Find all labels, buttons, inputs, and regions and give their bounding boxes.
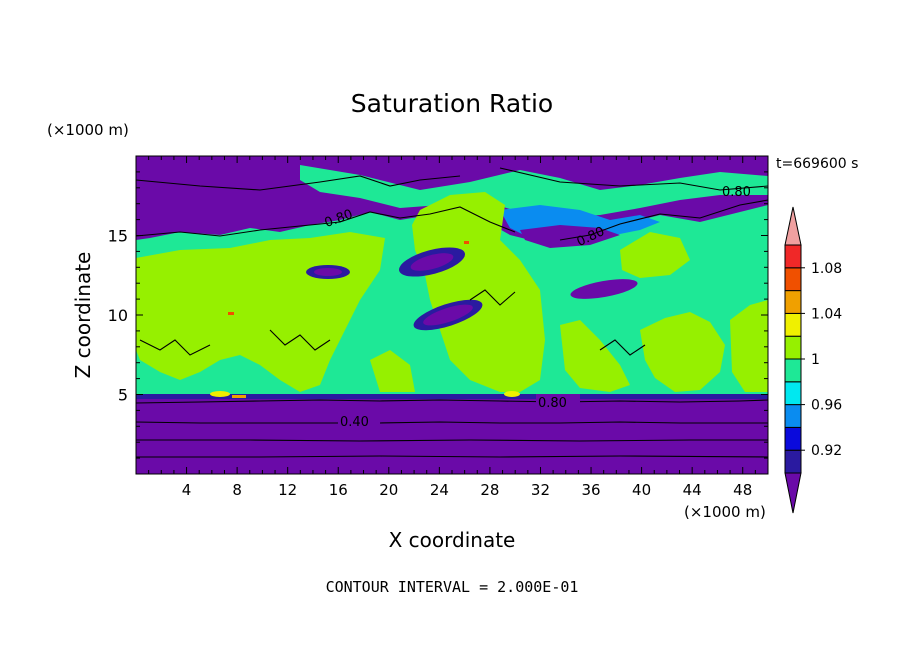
upper-dark-pocket (520, 225, 620, 248)
x-tick-label: 16 (329, 481, 348, 499)
x-tick-label: 12 (278, 481, 297, 499)
colorbar-label: 1.04 (811, 306, 842, 322)
colorbar-label: 0.92 (811, 443, 842, 459)
y-tick-label: 15 (108, 227, 128, 246)
colorbar-swatch (784, 267, 802, 292)
x-axis-title: X coordinate (389, 528, 516, 552)
x-tick-label: 40 (632, 481, 651, 499)
dry-pocket-2-core (423, 304, 473, 326)
x-tick-label: 48 (733, 481, 752, 499)
dry-pocket-3-core (314, 268, 342, 276)
colorbar-swatch (784, 426, 802, 451)
x-axis: 4 8 12 16 20 24 28 32 36 40 44 48 (148, 156, 756, 499)
colorbar-top-arrow (784, 206, 802, 246)
warm-spot-4 (228, 312, 234, 315)
upper-moist-streak (300, 165, 768, 218)
warm-spot-3 (504, 391, 520, 397)
y-axis: 5 10 15 (108, 171, 768, 459)
colorbar-swatch (784, 381, 802, 406)
contour-label: 0.40 (340, 415, 369, 430)
y-unit-label: (×1000 m) (47, 121, 129, 139)
dry-pocket-1-core (410, 253, 454, 271)
warm-spot-5 (464, 241, 469, 244)
boundary-blue-band (136, 394, 768, 399)
plot-field: 0.80 0.40 0.80 0.80 0.80 (136, 156, 768, 474)
contour-lines (136, 167, 768, 458)
cloud-regions (136, 192, 768, 392)
x-tick-label: 4 (182, 481, 192, 499)
colorbar: 0.92 0.96 1 1.04 1.08 (784, 206, 842, 514)
x-tick-label: 20 (379, 481, 398, 499)
colorbar-swatch (784, 449, 802, 474)
x-unit-label: (×1000 m) (684, 503, 766, 521)
colorbar-swatch (784, 290, 802, 314)
warm-spot-1 (210, 391, 230, 397)
colorbar-label: 1 (811, 352, 820, 368)
x-tick-label: 24 (430, 481, 449, 499)
y-tick-label: 10 (108, 306, 128, 325)
warm-spot-2 (232, 395, 246, 398)
x-tick-label: 32 (531, 481, 550, 499)
colorbar-swatch (784, 358, 802, 383)
x-tick-label: 36 (581, 481, 600, 499)
colorbar-swatch (784, 312, 802, 337)
lower-dry-layer (136, 398, 768, 474)
colorbar-bottom-arrow (784, 472, 802, 514)
contour-label: 0.80 (722, 185, 751, 200)
contour-interval-footer: CONTOUR INTERVAL = 2.000E-01 (326, 578, 579, 596)
time-label: t=669600 s (776, 156, 858, 172)
colorbar-swatch (784, 244, 802, 269)
contour-label: 0.80 (538, 396, 567, 411)
x-tick-label: 28 (480, 481, 499, 499)
colorbar-swatch (784, 335, 802, 360)
dry-pocket-4 (570, 279, 638, 299)
colorbar-label: 1.08 (811, 261, 842, 277)
colorbar-swatch (784, 404, 802, 428)
chart-title: Saturation Ratio (351, 89, 553, 118)
x-tick-label: 8 (232, 481, 242, 499)
x-tick-label: 44 (683, 481, 702, 499)
y-tick-label: 5 (118, 386, 128, 405)
colorbar-label: 0.96 (811, 398, 842, 414)
y-axis-title: Z coordinate (71, 252, 95, 379)
